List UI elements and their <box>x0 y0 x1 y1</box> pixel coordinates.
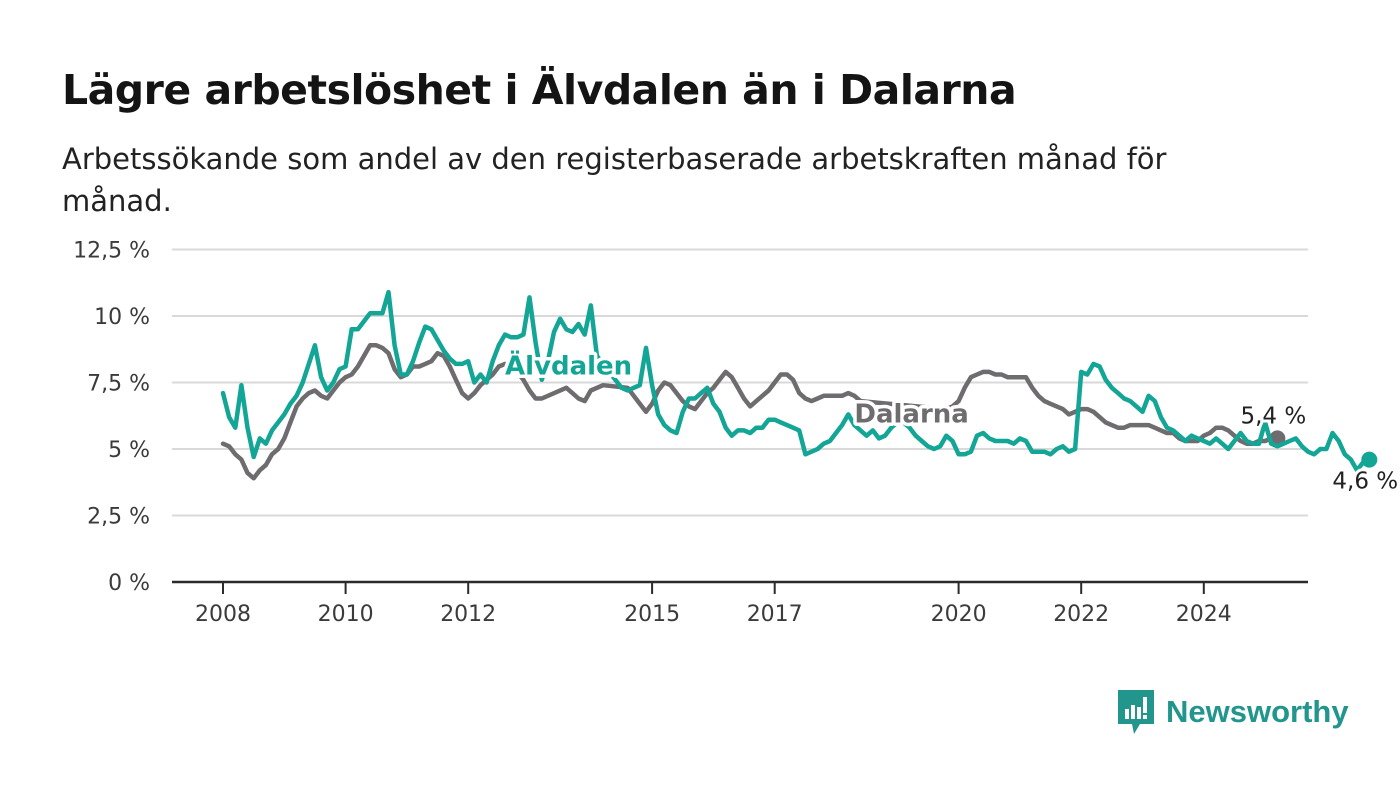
series-line-dalarna <box>220 343 1280 481</box>
y-axis-ticks: 0 % 2,5 % 5 % 7,5 % 10 % 12,5 % <box>73 239 150 597</box>
x-tick-label: 2017 <box>747 602 803 627</box>
line-chart: 0 %2,5 %5 %7,5 %10 %12,5 % 2008 2010 2012 2… <box>73 239 1400 628</box>
x-tick-label: 2012 <box>440 602 496 627</box>
x-tick-label: 2020 <box>931 602 987 627</box>
x-tick-label: 2010 <box>318 602 374 627</box>
y-tick-label: 10 % <box>94 305 150 330</box>
series-line-alvdalen <box>220 289 1372 473</box>
series-end-dot-alvdalen <box>1361 451 1378 468</box>
y-tick-label: 7,5 % <box>87 372 150 397</box>
series-lines <box>220 289 1378 481</box>
series-label-dalarna: Dalarna <box>854 399 968 429</box>
y-tick-label: 12,5 % <box>73 239 150 264</box>
brand-name: Newsworthy <box>1166 694 1349 729</box>
y-tick-label: 0 % <box>108 571 150 596</box>
chart-title: Lägre arbetslöshet i Älvdalen än i Dalar… <box>62 66 1017 114</box>
x-tick-label: 2015 <box>624 602 680 627</box>
y-tick-label: 5 % <box>108 438 150 463</box>
end-value-label-dalarna: 5,4 % <box>1240 403 1306 429</box>
x-axis-ticks: 2008 2010 2012 2015 2017 2020 2022 2024 <box>195 582 1232 627</box>
gridlines <box>172 248 1308 584</box>
x-tick-label: 2024 <box>1176 602 1232 627</box>
end-value-label-alvdalen: 4,6 % <box>1332 469 1398 495</box>
y-tick-label: 2,5 % <box>87 505 150 530</box>
series-label-alvdalen: Älvdalen <box>505 350 632 382</box>
x-tick-label: 2008 <box>195 602 251 627</box>
series-labels: Dalarna Älvdalen 5,4 % 4,6 % <box>501 346 1400 498</box>
brand: Newsworthy <box>1118 690 1349 734</box>
chart-subtitle: Arbetssökande som andel av den registerb… <box>62 142 1167 218</box>
newsworthy-logo-icon <box>1118 690 1154 734</box>
x-tick-label: 2022 <box>1053 602 1109 627</box>
